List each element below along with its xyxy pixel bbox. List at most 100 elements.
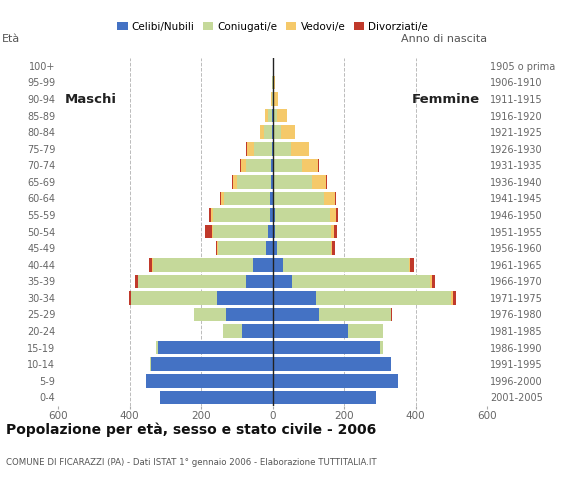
- Text: Femmine: Femmine: [412, 93, 480, 106]
- Text: Maschi: Maschi: [65, 93, 117, 106]
- Bar: [264, 125, 272, 139]
- Bar: [291, 142, 309, 156]
- Bar: [220, 192, 221, 205]
- Bar: [253, 258, 273, 272]
- Bar: [213, 225, 269, 239]
- Bar: [153, 258, 253, 272]
- Bar: [146, 374, 273, 387]
- Bar: [273, 76, 275, 89]
- Bar: [271, 175, 273, 189]
- Bar: [247, 142, 254, 156]
- Bar: [130, 291, 131, 305]
- Bar: [281, 125, 295, 139]
- Bar: [273, 208, 275, 222]
- Bar: [152, 258, 153, 272]
- Bar: [334, 225, 338, 239]
- Bar: [221, 192, 224, 205]
- Bar: [273, 341, 380, 354]
- Bar: [273, 291, 316, 305]
- Bar: [311, 175, 326, 189]
- Bar: [242, 324, 273, 338]
- Bar: [391, 358, 392, 371]
- Bar: [211, 208, 213, 222]
- Bar: [453, 291, 456, 305]
- Bar: [302, 158, 318, 172]
- Bar: [273, 358, 391, 371]
- Bar: [131, 291, 217, 305]
- Bar: [226, 308, 273, 321]
- Bar: [273, 225, 275, 239]
- Bar: [336, 208, 338, 222]
- Bar: [391, 308, 392, 321]
- Bar: [332, 241, 335, 255]
- Bar: [151, 358, 273, 371]
- Bar: [237, 175, 271, 189]
- Bar: [272, 109, 273, 122]
- Bar: [430, 275, 432, 288]
- Bar: [273, 92, 278, 106]
- Bar: [269, 109, 272, 122]
- Bar: [319, 308, 391, 321]
- Bar: [157, 341, 158, 354]
- Bar: [260, 125, 264, 139]
- Bar: [270, 208, 273, 222]
- Bar: [233, 175, 237, 189]
- Bar: [274, 192, 324, 205]
- Bar: [451, 291, 453, 305]
- Bar: [135, 275, 138, 288]
- Bar: [331, 241, 332, 255]
- Bar: [217, 241, 218, 255]
- Bar: [205, 225, 212, 239]
- Bar: [277, 241, 331, 255]
- Bar: [273, 391, 376, 404]
- Bar: [276, 225, 331, 239]
- Bar: [273, 241, 277, 255]
- Bar: [275, 208, 330, 222]
- Bar: [292, 275, 430, 288]
- Bar: [241, 158, 246, 172]
- Text: Anno di nascita: Anno di nascita: [401, 34, 487, 44]
- Bar: [254, 142, 272, 156]
- Bar: [273, 192, 274, 205]
- Bar: [150, 358, 151, 371]
- Bar: [408, 258, 410, 272]
- Bar: [273, 142, 291, 156]
- Bar: [330, 208, 336, 222]
- Bar: [335, 192, 336, 205]
- Bar: [326, 175, 327, 189]
- Bar: [284, 258, 408, 272]
- Bar: [272, 142, 273, 156]
- Bar: [158, 341, 273, 354]
- Bar: [274, 158, 302, 172]
- Bar: [273, 175, 274, 189]
- Bar: [138, 275, 139, 288]
- Bar: [216, 241, 217, 255]
- Bar: [273, 324, 348, 338]
- Bar: [274, 175, 311, 189]
- Bar: [209, 208, 211, 222]
- Bar: [410, 258, 414, 272]
- Bar: [271, 92, 273, 106]
- Text: Popolazione per età, sesso e stato civile - 2006: Popolazione per età, sesso e stato civil…: [6, 423, 376, 437]
- Bar: [331, 225, 333, 239]
- Bar: [273, 308, 319, 321]
- Bar: [270, 192, 273, 205]
- Bar: [277, 109, 287, 122]
- Bar: [273, 258, 284, 272]
- Bar: [212, 225, 213, 239]
- Bar: [139, 275, 246, 288]
- Bar: [194, 308, 226, 321]
- Bar: [273, 275, 292, 288]
- Bar: [223, 324, 242, 338]
- Bar: [149, 258, 152, 272]
- Bar: [224, 192, 270, 205]
- Bar: [380, 341, 383, 354]
- Bar: [316, 291, 451, 305]
- Bar: [273, 125, 281, 139]
- Bar: [272, 125, 273, 139]
- Bar: [217, 291, 273, 305]
- Bar: [246, 275, 273, 288]
- Bar: [324, 192, 335, 205]
- Bar: [269, 225, 273, 239]
- Bar: [273, 158, 274, 172]
